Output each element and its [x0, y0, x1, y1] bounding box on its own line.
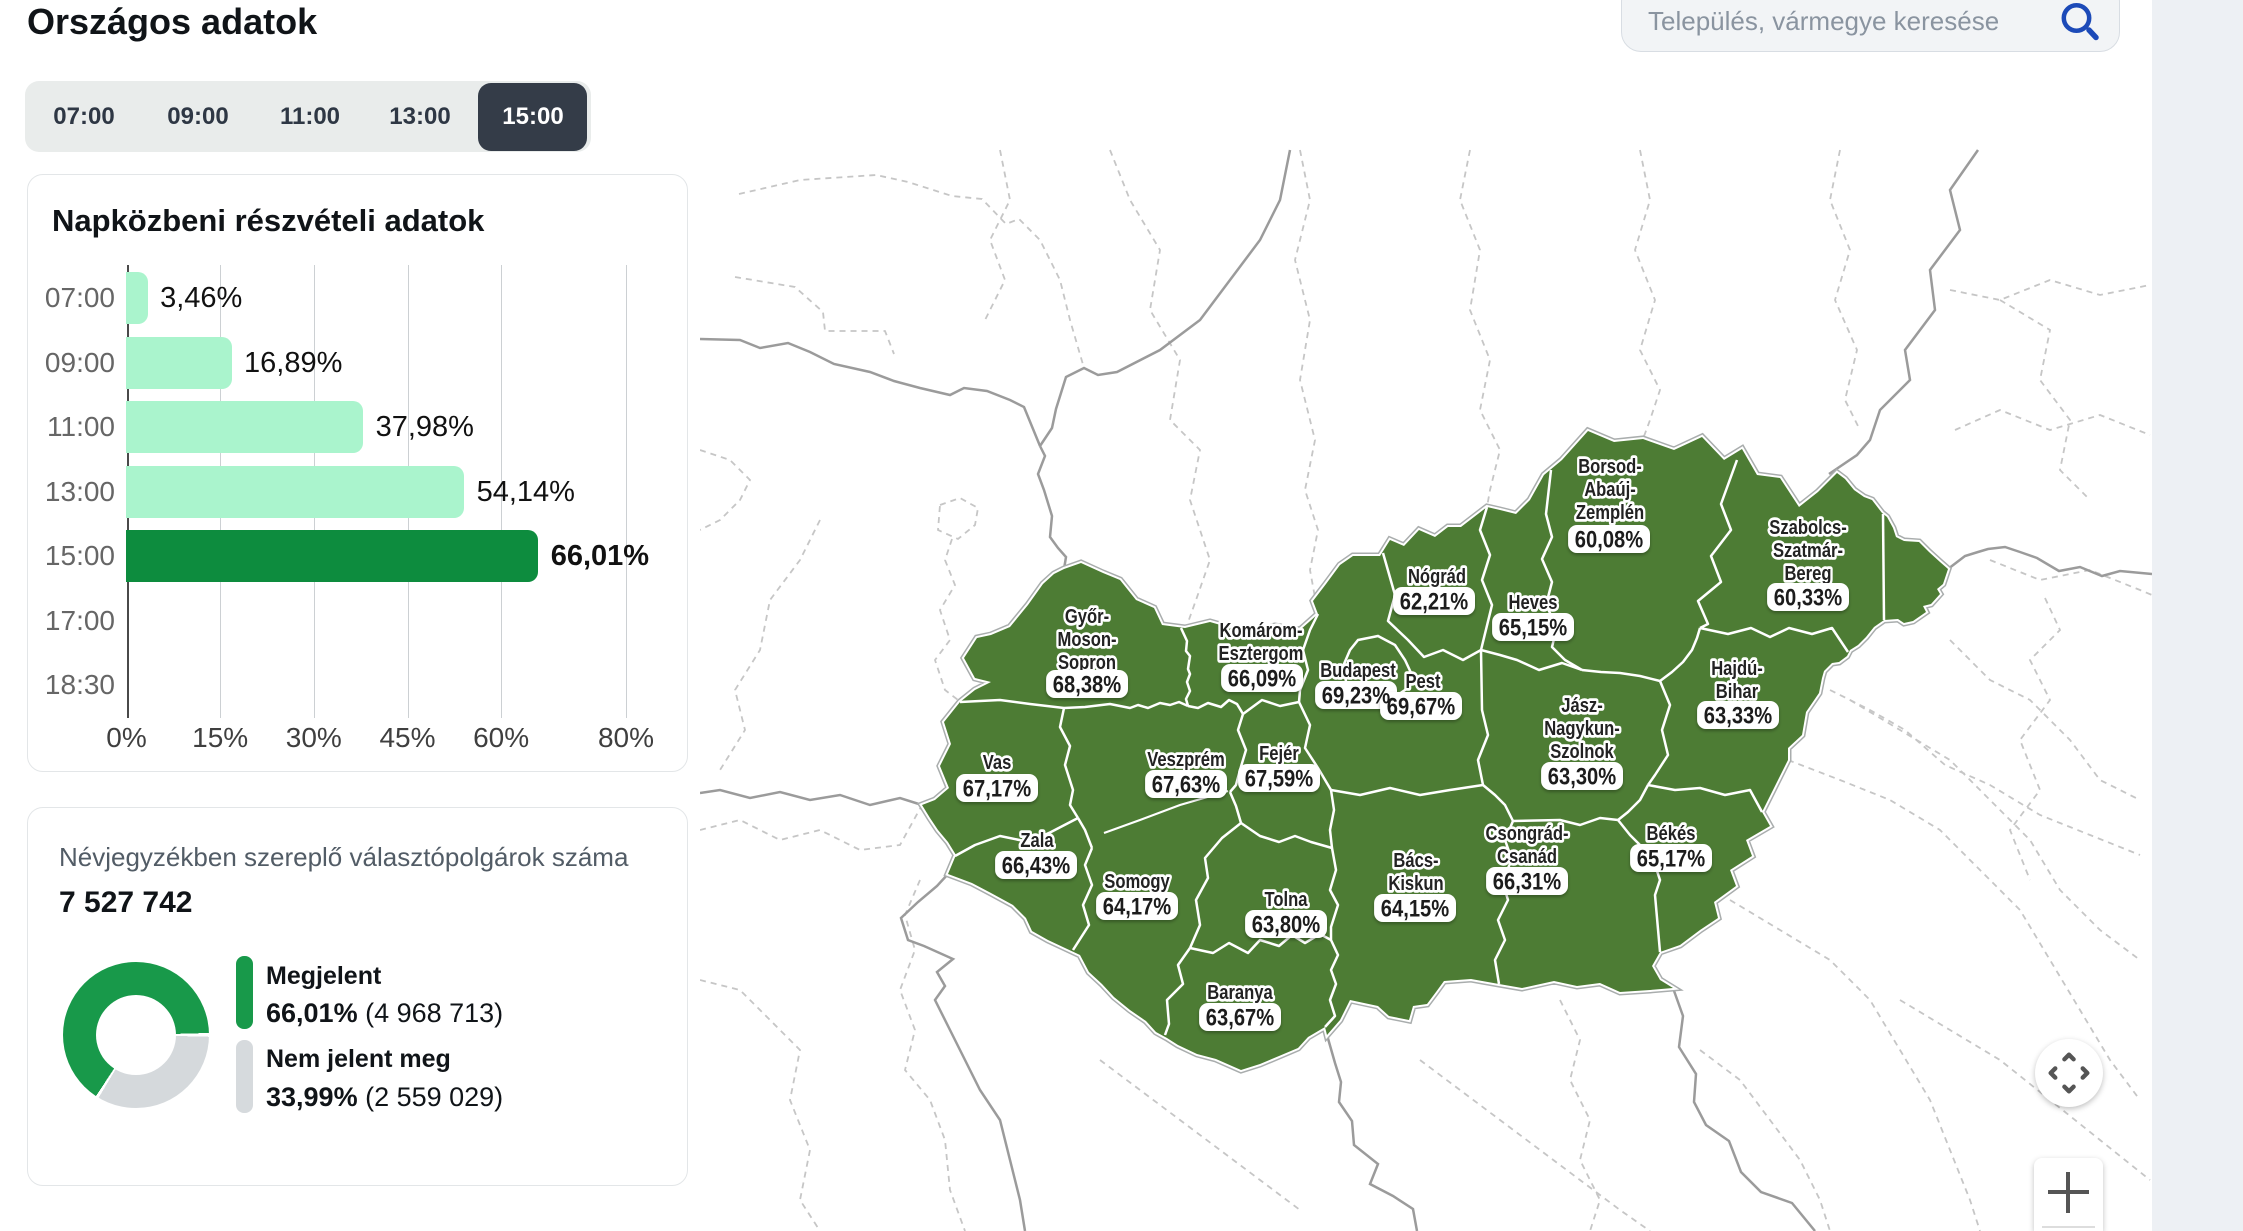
- svg-text:Abaúj-: Abaúj-: [1584, 479, 1636, 501]
- svg-text:68,38%: 68,38%: [1053, 672, 1121, 699]
- svg-text:Vas: Vas: [983, 752, 1012, 774]
- svg-text:69,23%: 69,23%: [1322, 683, 1390, 710]
- svg-text:64,17%: 64,17%: [1103, 894, 1171, 921]
- svg-text:Kiskun: Kiskun: [1388, 873, 1443, 895]
- svg-text:Hajdú-: Hajdú-: [1711, 658, 1763, 680]
- svg-text:Pest: Pest: [1405, 671, 1440, 693]
- svg-text:Szatmár-: Szatmár-: [1773, 540, 1843, 562]
- svg-text:Budapest: Budapest: [1320, 660, 1396, 682]
- svg-text:64,15%: 64,15%: [1381, 896, 1449, 923]
- svg-text:60,33%: 60,33%: [1774, 585, 1842, 612]
- svg-text:Komárom-: Komárom-: [1220, 620, 1303, 642]
- svg-text:Nagykun-: Nagykun-: [1544, 718, 1620, 740]
- svg-text:Zala: Zala: [1020, 830, 1054, 852]
- svg-text:63,67%: 63,67%: [1206, 1005, 1274, 1032]
- svg-text:Bereg: Bereg: [1784, 563, 1831, 585]
- svg-text:63,33%: 63,33%: [1704, 703, 1772, 730]
- svg-text:69,67%: 69,67%: [1387, 694, 1455, 721]
- svg-text:67,63%: 67,63%: [1152, 772, 1220, 799]
- svg-text:Jász-: Jász-: [1561, 695, 1603, 717]
- svg-text:66,43%: 66,43%: [1002, 853, 1070, 880]
- svg-text:60,08%: 60,08%: [1575, 527, 1643, 554]
- svg-text:Zemplén: Zemplén: [1576, 502, 1644, 524]
- svg-text:Veszprém: Veszprém: [1147, 749, 1225, 771]
- svg-text:Somogy: Somogy: [1104, 871, 1170, 893]
- svg-text:Győr-: Győr-: [1065, 606, 1109, 628]
- svg-text:Szolnok: Szolnok: [1550, 741, 1614, 763]
- svg-text:67,17%: 67,17%: [963, 776, 1031, 803]
- svg-text:Esztergom: Esztergom: [1219, 643, 1304, 665]
- svg-text:Szabolcs-: Szabolcs-: [1769, 517, 1847, 539]
- svg-text:62,21%: 62,21%: [1400, 589, 1468, 616]
- svg-text:Csongrád-: Csongrád-: [1486, 823, 1569, 845]
- svg-text:65,15%: 65,15%: [1499, 615, 1567, 642]
- svg-text:Bihar: Bihar: [1716, 681, 1759, 703]
- svg-text:66,09%: 66,09%: [1228, 666, 1296, 693]
- svg-text:Békés: Békés: [1647, 823, 1696, 845]
- svg-text:Tolna: Tolna: [1265, 889, 1309, 911]
- svg-text:Nógrád: Nógrád: [1408, 566, 1466, 588]
- svg-text:63,80%: 63,80%: [1252, 912, 1320, 939]
- svg-text:66,31%: 66,31%: [1493, 869, 1561, 896]
- svg-text:Csanád: Csanád: [1497, 846, 1557, 868]
- svg-text:63,30%: 63,30%: [1548, 764, 1616, 791]
- svg-text:67,59%: 67,59%: [1245, 766, 1313, 793]
- svg-text:Moson-: Moson-: [1058, 629, 1117, 651]
- svg-text:Heves: Heves: [1509, 592, 1558, 614]
- svg-text:Borsod-: Borsod-: [1578, 456, 1642, 478]
- svg-text:Fejér: Fejér: [1259, 743, 1299, 765]
- svg-text:Bács-: Bács-: [1393, 850, 1438, 872]
- svg-text:65,17%: 65,17%: [1637, 846, 1705, 873]
- svg-text:Baranya: Baranya: [1207, 982, 1273, 1004]
